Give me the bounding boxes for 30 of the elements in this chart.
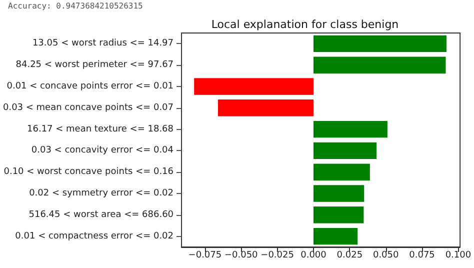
y-tick-label: 13.05 < worst radius <= 14.97 bbox=[32, 38, 174, 49]
x-tick-label: 0.025 bbox=[336, 250, 363, 260]
y-tick-label: 0.03 < concavity error <= 0.04 bbox=[31, 146, 174, 156]
bar bbox=[313, 164, 370, 180]
bar bbox=[313, 185, 364, 202]
y-tick-label: 516.45 < worst area <= 686.60 bbox=[28, 210, 174, 220]
y-tick-label: 16.17 < mean texture <= 18.68 bbox=[27, 124, 174, 134]
y-tick-label: 0.01 < compactness error <= 0.02 bbox=[15, 231, 174, 242]
bar bbox=[194, 78, 314, 95]
chart-title: Local explanation for class benign bbox=[211, 18, 399, 31]
bar bbox=[313, 228, 358, 245]
text: Accuracy: 0.9473684210526315 bbox=[8, 2, 144, 10]
x-tick-label: −0.025 bbox=[260, 250, 294, 260]
x-tick-label: −0.075 bbox=[188, 250, 222, 260]
x-tick-label: −0.050 bbox=[224, 250, 258, 260]
x-tick-label: 0.050 bbox=[372, 250, 399, 260]
x-tick-label: 0.000 bbox=[300, 250, 327, 260]
bar bbox=[313, 56, 446, 74]
bar bbox=[313, 35, 446, 52]
y-tick-label: 0.02 < symmetry error <= 0.02 bbox=[29, 188, 174, 198]
bar bbox=[218, 100, 314, 116]
y-tick-label: 0.10 < worst concave points <= 0.16 bbox=[4, 167, 174, 178]
bar bbox=[313, 142, 377, 160]
x-tick-label: 0.100 bbox=[445, 250, 472, 260]
y-tick-label: 0.01 < concave points error <= 0.01 bbox=[6, 82, 174, 92]
bar bbox=[313, 206, 364, 224]
x-tick-label: 0.075 bbox=[409, 250, 435, 260]
y-tick-label: 84.25 < worst perimeter <= 97.67 bbox=[16, 60, 174, 70]
y-tick-label: 0.03 < mean concave points <= 0.07 bbox=[2, 102, 174, 113]
bar bbox=[313, 120, 388, 138]
